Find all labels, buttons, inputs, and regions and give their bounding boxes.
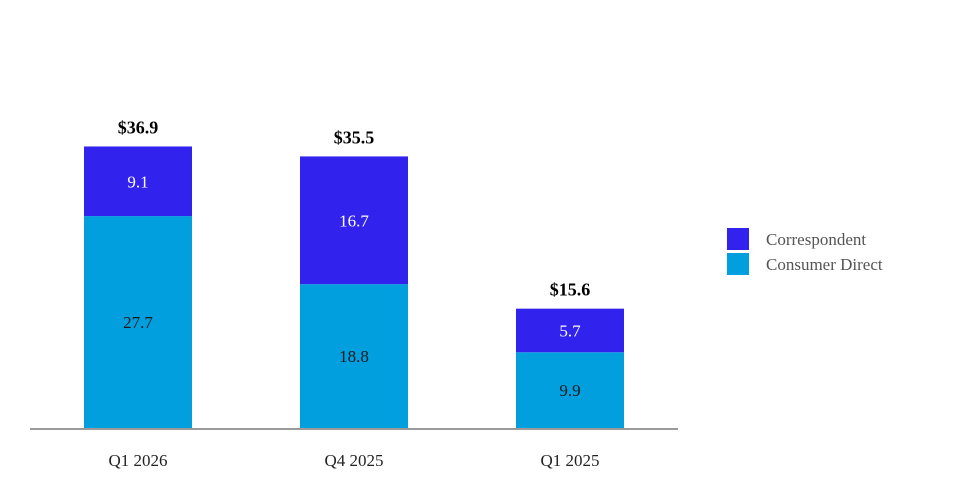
total-label-q1-2026: $36.9 — [118, 117, 159, 137]
data-label-consumer-direct-q1-2025: 9.9 — [559, 381, 580, 400]
data-label-correspondent-q1-2026: 9.1 — [127, 172, 148, 191]
legend-label-consumer-direct: Consumer Direct — [766, 255, 883, 274]
total-label-q1-2025: $15.6 — [550, 280, 591, 300]
bars-group: 27.7 9.1 $36.9 18.8 16.7 $35.5 9.9 5.7 $15.6 — [84, 117, 624, 428]
legend: Correspondent Consumer Direct — [727, 228, 883, 275]
bar-segment-correspondent-q1-2025 — [516, 308, 624, 353]
x-tick-label-q1-2025: Q1 2025 — [540, 451, 599, 470]
x-tick-label-q1-2026: Q1 2026 — [108, 451, 167, 470]
legend-swatch-consumer-direct — [727, 253, 749, 275]
data-label-consumer-direct-q1-2026: 27.7 — [123, 313, 153, 332]
bar-segment-correspondent-q4-2025 — [300, 156, 408, 285]
bar-segment-consumer-direct-q1-2025 — [516, 352, 624, 428]
legend-label-correspondent: Correspondent — [766, 230, 866, 249]
legend-swatch-correspondent — [727, 228, 749, 250]
bar-segment-consumer-direct-q1-2026 — [84, 216, 192, 428]
data-label-correspondent-q1-2025: 5.7 — [559, 321, 581, 340]
bar-segment-consumer-direct-q4-2025 — [300, 284, 408, 428]
total-label-q4-2025: $35.5 — [334, 127, 375, 147]
data-label-correspondent-q4-2025: 16.7 — [339, 211, 369, 230]
x-tick-labels: Q1 2026 Q4 2025 Q1 2025 — [108, 451, 599, 470]
bar-segment-correspondent-q1-2026 — [84, 146, 192, 217]
x-tick-label-q4-2025: Q4 2025 — [324, 451, 383, 470]
data-label-consumer-direct-q4-2025: 18.8 — [339, 347, 369, 366]
